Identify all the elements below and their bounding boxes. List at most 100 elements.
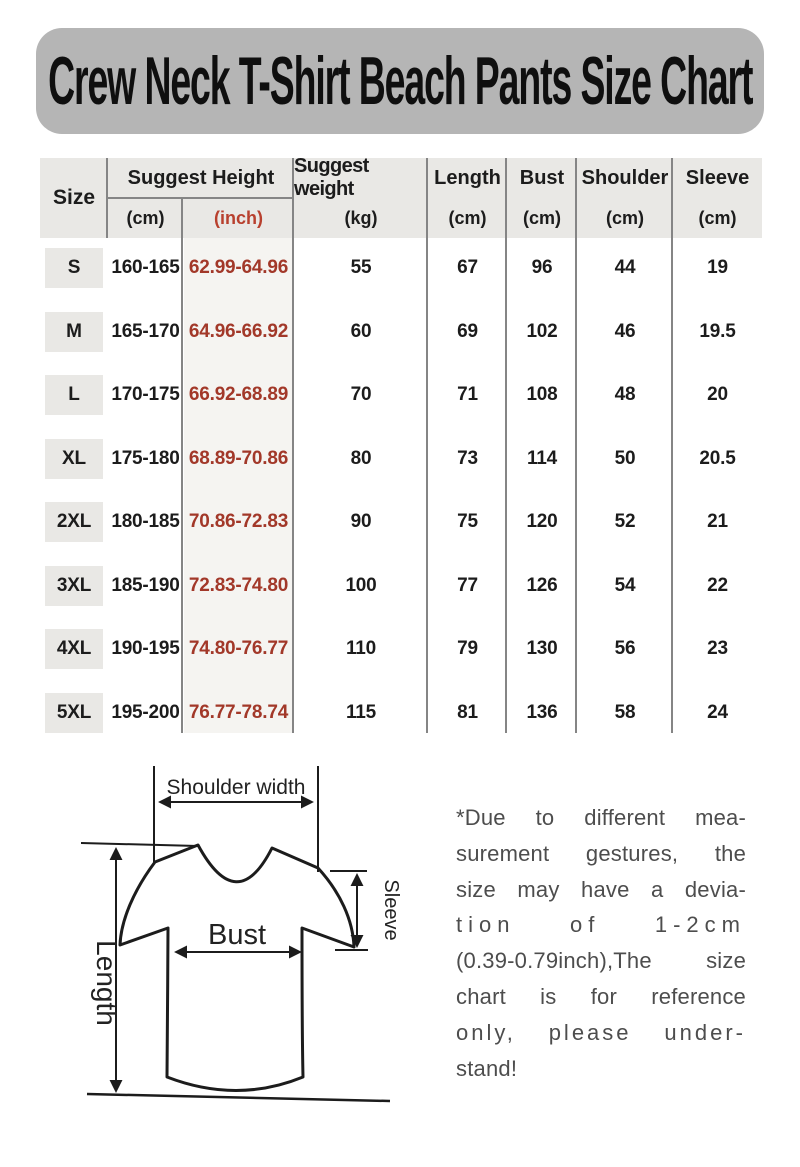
height-inch-cell: 76.77-78.74 — [188, 701, 289, 723]
height-cm-cell: 180-185 — [111, 511, 180, 532]
length-cell: 73 — [457, 447, 478, 469]
height-cm-cell: 195-200 — [111, 701, 180, 723]
header-unit-cm: (cm) — [605, 207, 644, 228]
length-cell: 75 — [457, 511, 478, 532]
height-cm-cell: 160-165 — [111, 257, 180, 278]
height-inch-cell: 64.96-66.92 — [188, 320, 289, 342]
column-divider — [505, 158, 507, 733]
weight-kg-cell: 70 — [350, 384, 372, 405]
table-row: 2XL 180-185 70.86-72.83 90 75 120 52 21 — [40, 502, 762, 542]
height-cm-cell: 190-195 — [111, 638, 180, 659]
header-sleeve: Sleeve — [685, 166, 750, 189]
bust-cell: 102 — [526, 320, 558, 342]
shoulder-cell: 50 — [614, 447, 636, 469]
length-cap-top — [80, 842, 199, 847]
height-cm-cell: 165-170 — [111, 320, 180, 342]
size-cell: 3XL — [45, 565, 103, 606]
length-cell: 77 — [457, 574, 478, 596]
note-line: tion of 1-2cm — [456, 912, 746, 938]
shoulder-width-label: Shoulder width — [167, 776, 306, 799]
note-line: stand! — [456, 1055, 518, 1081]
table-row: 5XL 195-200 76.77-78.74 115 81 136 58 24 — [40, 692, 762, 733]
header-shoulder: Shoulder — [581, 166, 669, 189]
length-cell: 67 — [457, 257, 478, 278]
header-length: Length — [434, 166, 501, 189]
length-cell: 81 — [457, 701, 478, 723]
bust-cell: 130 — [526, 638, 558, 659]
size-cell: 2XL — [45, 502, 103, 542]
bust-cell: 96 — [531, 257, 553, 278]
bust-label: Bust — [208, 919, 266, 951]
column-divider — [181, 198, 183, 733]
header-unit-cm: (cm) — [698, 207, 737, 228]
header-size: Size — [52, 186, 96, 209]
sleeve-cell: 24 — [707, 701, 728, 723]
header-unit-cm: (cm) — [126, 207, 165, 228]
size-cell: S — [45, 248, 103, 288]
sleeve-cell: 19.5 — [699, 320, 736, 342]
height-inch-cell: 70.86-72.83 — [188, 511, 289, 532]
column-divider — [292, 158, 294, 733]
header-suggest-weight: Suggest weight — [294, 155, 369, 200]
header-suggest-height: Suggest Height — [127, 166, 275, 189]
height-inch-cell: 72.83-74.80 — [188, 574, 289, 596]
column-divider — [671, 158, 673, 733]
weight-kg-cell: 90 — [350, 511, 372, 532]
bust-cell: 136 — [526, 701, 558, 723]
table-row: 4XL 190-195 74.80-76.77 110 79 130 56 23 — [40, 629, 762, 669]
sleeve-cell: 22 — [707, 574, 728, 596]
header-bust: Bust — [519, 166, 565, 189]
shoulder-cell: 56 — [614, 638, 636, 659]
table-row: L 170-175 66.92-68.89 70 71 108 48 20 — [40, 375, 762, 415]
size-table: Size Suggest Height Suggest weight Lengt… — [40, 155, 762, 733]
height-inch-cell: 62.99-64.96 — [188, 257, 289, 278]
table-row: XL 175-180 68.89-70.86 80 73 114 50 20.5 — [40, 438, 762, 479]
header-unit-cm: (cm) — [522, 207, 561, 228]
tshirt-measurement-diagram: Shoulder width Length Bust Sleeve — [80, 766, 402, 1103]
title-banner: Crew Neck T-Shirt Beach Pants Size Chart — [36, 28, 764, 134]
bust-cell: 108 — [526, 384, 558, 405]
length-cap-bottom — [86, 1092, 391, 1103]
sleeve-label: Sleeve — [380, 879, 402, 940]
tshirt-outline — [118, 843, 356, 1092]
table-row: M 165-170 64.96-66.92 60 69 102 46 19.5 — [40, 311, 762, 352]
length-cell: 79 — [457, 638, 478, 659]
length-label: Length — [91, 940, 122, 1026]
weight-kg-cell: 110 — [345, 638, 377, 659]
shoulder-cell: 46 — [614, 320, 636, 342]
sleeve-cell: 20.5 — [699, 447, 736, 469]
suggest-height-underline — [108, 197, 294, 199]
height-inch-cell: 74.80-76.77 — [188, 638, 289, 659]
column-divider — [575, 158, 577, 733]
column-divider — [426, 158, 428, 733]
weight-kg-cell: 80 — [350, 447, 372, 469]
table-row: 3XL 185-190 72.83-74.80 100 77 126 54 22 — [40, 565, 762, 606]
size-cell: XL — [45, 438, 103, 479]
weight-kg-cell: 55 — [350, 257, 372, 278]
note-line: only, please under- — [456, 1019, 746, 1045]
inch-column-tint — [184, 238, 293, 733]
weight-kg-cell: 100 — [345, 574, 377, 596]
size-cell: L — [45, 375, 103, 415]
table-body: S 160-165 62.99-64.96 55 67 96 44 19 M 1… — [40, 248, 762, 756]
note-line: *Due to different mea- — [456, 805, 746, 830]
shoulder-cell: 44 — [614, 257, 636, 278]
size-cell: 4XL — [45, 629, 103, 669]
shoulder-cell: 48 — [614, 384, 636, 405]
size-cell: 5XL — [45, 692, 103, 733]
sleeve-cell: 23 — [707, 638, 728, 659]
note-line: chart is for reference — [456, 983, 746, 1009]
table-header: Size Suggest Height Suggest weight Lengt… — [40, 155, 762, 238]
shoulder-cell: 54 — [614, 574, 636, 596]
height-cm-cell: 175-180 — [111, 447, 180, 469]
note-line: size may have a devia- — [456, 876, 746, 902]
height-cm-cell: 185-190 — [111, 574, 180, 596]
page-title: Crew Neck T-Shirt Beach Pants Size Chart — [47, 43, 753, 119]
bust-cell: 114 — [526, 447, 558, 469]
height-inch-cell: 68.89-70.86 — [188, 447, 289, 469]
note-line: surement gestures, the — [456, 840, 746, 866]
column-divider — [106, 158, 108, 238]
height-cm-cell: 170-175 — [111, 384, 180, 405]
shoulder-cell: 52 — [614, 511, 636, 532]
